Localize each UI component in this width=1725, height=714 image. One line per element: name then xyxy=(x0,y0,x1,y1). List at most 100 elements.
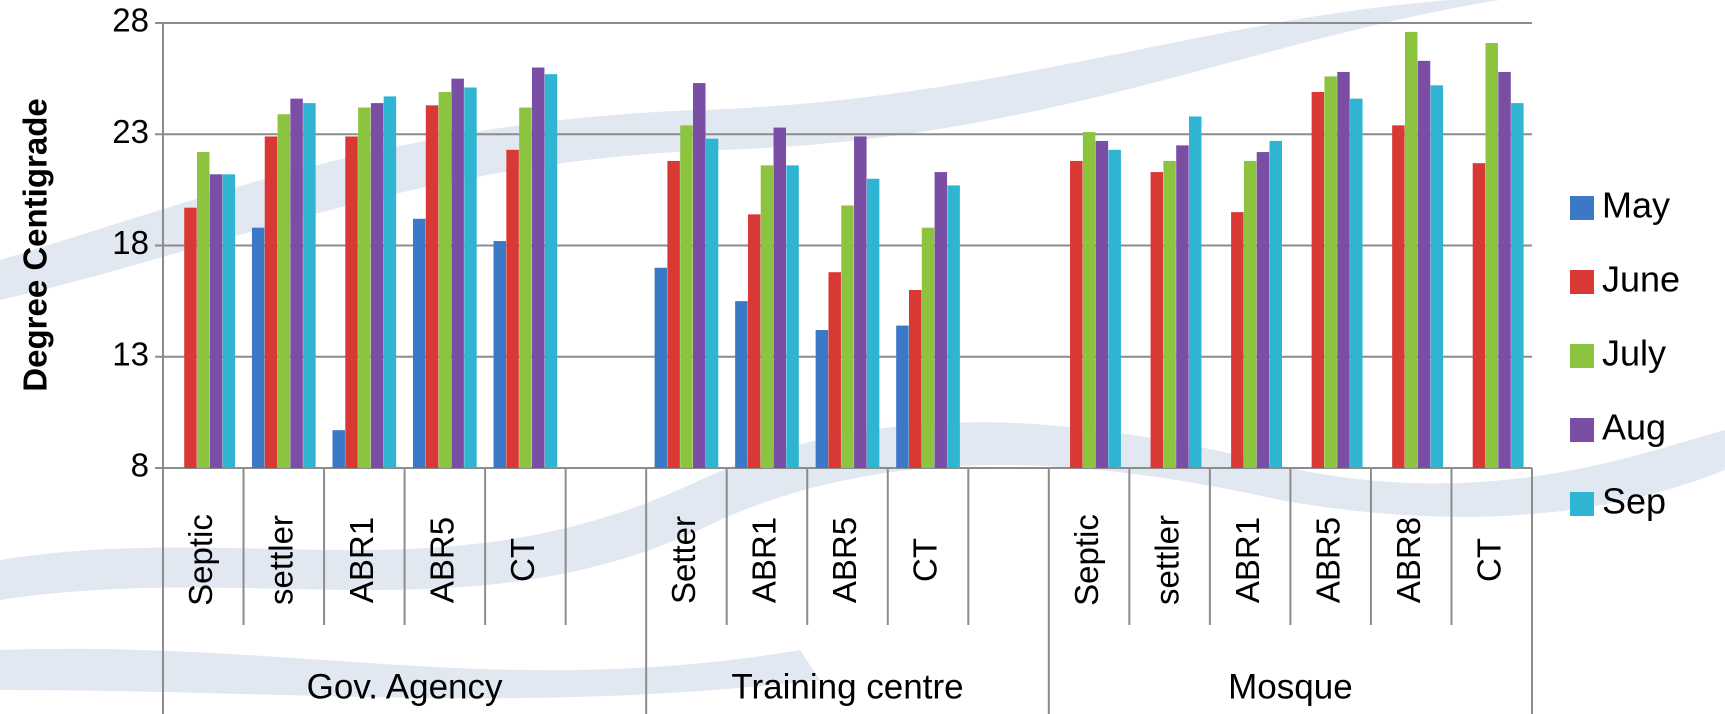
bar xyxy=(303,103,316,468)
bar xyxy=(908,290,922,468)
legend-label: Sep xyxy=(1602,481,1666,522)
bar xyxy=(786,165,799,468)
legend-label: July xyxy=(1602,333,1666,374)
bar xyxy=(1417,60,1431,468)
bar xyxy=(947,185,960,469)
bar xyxy=(370,103,384,468)
x-tick-label: CT xyxy=(907,538,944,582)
bar xyxy=(383,96,397,469)
bar xyxy=(222,174,236,469)
bar xyxy=(866,178,880,468)
bar xyxy=(667,160,680,468)
x-tick-label: CT xyxy=(1470,538,1507,582)
bar xyxy=(1404,31,1418,469)
bar xyxy=(1150,172,1164,468)
bar xyxy=(815,330,829,468)
bar xyxy=(209,174,223,469)
x-tick-label: ABR5 xyxy=(424,517,461,603)
bar xyxy=(921,227,935,468)
bar xyxy=(345,136,358,468)
y-tick-label: 23 xyxy=(112,113,149,150)
bar xyxy=(854,136,867,468)
bar xyxy=(464,87,477,469)
bar xyxy=(1311,91,1325,468)
bar xyxy=(451,78,464,468)
legend-swatch xyxy=(1570,196,1594,220)
bar xyxy=(1324,76,1337,469)
bar xyxy=(896,325,909,468)
bar xyxy=(1350,98,1363,469)
bar xyxy=(747,214,761,468)
legend-swatch xyxy=(1570,270,1594,294)
group-label: Training centre xyxy=(731,667,963,706)
bar xyxy=(735,301,748,468)
bar xyxy=(1082,132,1096,468)
bar xyxy=(1108,149,1121,468)
legend-swatch xyxy=(1570,418,1594,442)
bar xyxy=(184,207,197,469)
bar xyxy=(680,125,693,468)
bar xyxy=(290,98,303,469)
x-tick-label: ABR8 xyxy=(1390,517,1427,603)
bar xyxy=(1485,43,1498,469)
x-tick-label: settler xyxy=(1148,515,1185,605)
legend-swatch xyxy=(1570,492,1594,516)
bar xyxy=(519,107,532,469)
bar xyxy=(773,127,787,468)
bar xyxy=(413,218,426,468)
y-tick-label: 18 xyxy=(112,224,149,261)
bar xyxy=(425,105,439,468)
bar xyxy=(264,136,278,468)
x-tick-label: ABR1 xyxy=(343,517,380,603)
x-tick-label: settler xyxy=(263,515,300,605)
bar xyxy=(1188,116,1202,468)
y-axis-title: Degree Centigrade xyxy=(17,98,54,391)
group-label: Mosque xyxy=(1228,667,1353,706)
x-tick-label: ABR5 xyxy=(1309,517,1346,603)
bar xyxy=(1176,145,1189,468)
bar xyxy=(760,165,774,468)
x-tick-label: ABR1 xyxy=(1229,517,1266,603)
bar xyxy=(1163,160,1176,468)
bar xyxy=(1269,140,1282,469)
legend-label: May xyxy=(1602,185,1670,226)
bar xyxy=(1231,212,1244,468)
y-tick-label: 8 xyxy=(131,447,149,484)
x-tick-label: Setter xyxy=(665,516,702,604)
legend-label: Aug xyxy=(1602,407,1666,448)
bar xyxy=(705,138,719,468)
bar xyxy=(506,149,519,468)
bar xyxy=(693,83,706,468)
bar xyxy=(493,241,507,468)
bar xyxy=(1472,163,1486,469)
x-tick-label: Septic xyxy=(182,514,219,606)
bar xyxy=(841,205,854,468)
bar xyxy=(1070,160,1083,468)
y-tick-label: 13 xyxy=(112,335,149,372)
bar xyxy=(654,267,668,468)
x-tick-label: ABR1 xyxy=(746,517,783,603)
bar xyxy=(1095,140,1109,469)
bar xyxy=(1498,71,1511,468)
y-tick-label: 28 xyxy=(112,2,149,39)
bar xyxy=(438,91,452,468)
legend-swatch xyxy=(1570,344,1594,368)
x-tick-label: ABR5 xyxy=(826,517,863,603)
bar xyxy=(358,107,371,469)
bar xyxy=(1392,125,1405,468)
bar xyxy=(1511,103,1524,468)
legend-label: June xyxy=(1602,259,1680,300)
bar xyxy=(1256,152,1270,469)
bar xyxy=(277,114,291,468)
bar xyxy=(934,172,948,468)
bar xyxy=(1337,71,1350,468)
bar xyxy=(828,272,841,468)
bar xyxy=(544,74,558,469)
bar xyxy=(1430,85,1444,469)
background-ribbons xyxy=(0,0,1725,699)
group-label: Gov. Agency xyxy=(307,667,503,706)
bar xyxy=(1243,160,1257,468)
bar xyxy=(197,152,210,469)
bar xyxy=(251,227,265,468)
